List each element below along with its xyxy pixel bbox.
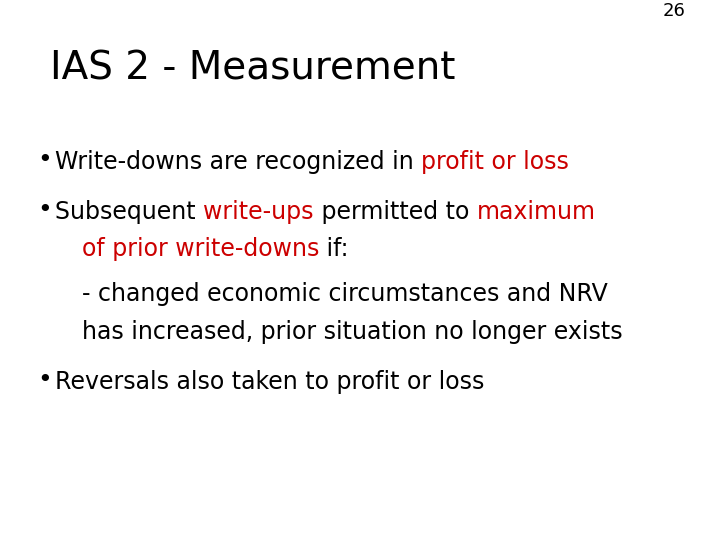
Text: of prior write-downs: of prior write-downs	[82, 237, 320, 261]
Text: •: •	[37, 198, 52, 222]
Text: IAS 2 - Measurement: IAS 2 - Measurement	[50, 50, 455, 88]
Text: Subsequent: Subsequent	[55, 200, 203, 224]
Text: profit or loss: profit or loss	[421, 150, 569, 174]
Text: write-ups: write-ups	[203, 200, 314, 224]
Text: maximum: maximum	[477, 200, 595, 224]
Text: if:: if:	[320, 237, 349, 261]
Text: Reversals also taken to profit or loss: Reversals also taken to profit or loss	[55, 370, 485, 394]
Text: - changed economic circumstances and NRV: - changed economic circumstances and NRV	[82, 282, 608, 306]
Text: has increased, prior situation no longer exists: has increased, prior situation no longer…	[82, 320, 623, 344]
Text: permitted to: permitted to	[314, 200, 477, 224]
Text: Write-downs are recognized in: Write-downs are recognized in	[55, 150, 421, 174]
Text: •: •	[37, 148, 52, 172]
Text: •: •	[37, 368, 52, 392]
Text: 26: 26	[662, 2, 685, 20]
